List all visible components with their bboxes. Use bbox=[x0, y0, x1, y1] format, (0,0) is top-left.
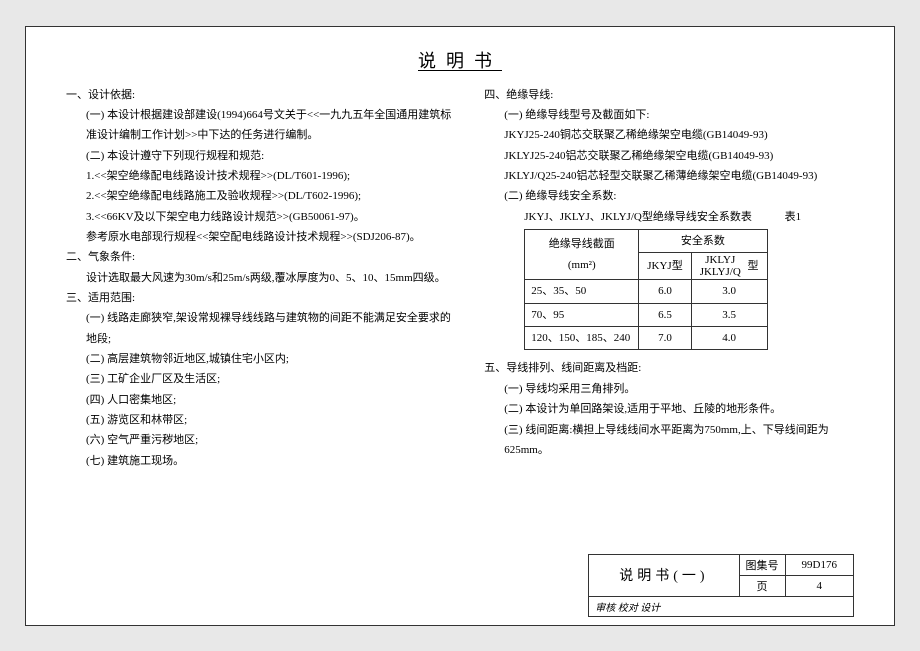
tb-page-label: 页 bbox=[739, 575, 785, 596]
s1-l2: 2.<<架空绝缘配电线路施工及验收规程>>(DL/T602-1996); bbox=[66, 186, 454, 206]
s4-p1: (一) 绝缘导线型号及截面如下: bbox=[484, 105, 854, 125]
table-row: 25、35、50 6.0 3.0 bbox=[525, 280, 767, 303]
th-section: 绝缘导线截面 (mm²) bbox=[525, 229, 639, 280]
tb-name: 说明书(一) bbox=[589, 554, 739, 596]
s3-p3: (三) 工矿企业厂区及生活区; bbox=[66, 369, 454, 389]
table-caption-text: JKYJ、JKLYJ、JKLYJ/Q型绝缘导线安全系数表 bbox=[524, 211, 752, 223]
s1-l1: 1.<<架空绝缘配电线路设计技术规程>>(DL/T601-1996); bbox=[66, 166, 454, 186]
s1-p1: (一) 本设计根据建设部建设(1994)664号文关于<<一九九五年全国通用建筑… bbox=[66, 105, 454, 146]
table-header-row: 绝缘导线截面 (mm²) 安全系数 bbox=[525, 229, 767, 252]
cell-section: 25、35、50 bbox=[525, 280, 639, 303]
section-5-heading: 五、导线排列、线间距离及档距: bbox=[484, 358, 854, 378]
s1-ref: 参考原水电部现行规程<<架空配电线路设计技术规程>>(SDJ206-87)。 bbox=[66, 227, 454, 247]
section-1-heading: 一、设计依据: bbox=[66, 85, 454, 105]
cell-jkyj: 6.0 bbox=[639, 280, 691, 303]
s5-p3: (三) 线间距离:横担上导线线间水平距离为750mm,上、下导线间距为625mm… bbox=[484, 420, 854, 461]
left-column: 一、设计依据: (一) 本设计根据建设部建设(1994)664号文关于<<一九九… bbox=[66, 85, 454, 472]
table-row: 70、95 6.5 3.5 bbox=[525, 303, 767, 326]
tb-signoff: 审核 校对 设计 bbox=[589, 596, 854, 616]
page-title: 说明书 bbox=[66, 47, 854, 73]
cell-section: 120、150、185、240 bbox=[525, 327, 639, 350]
cell-jklyj: 3.0 bbox=[691, 280, 767, 303]
table-caption: JKYJ、JKLYJ、JKLYJ/Q型绝缘导线安全系数表 表1 bbox=[524, 207, 854, 227]
s4-p2: (二) 绝缘导线安全系数: bbox=[484, 186, 854, 206]
title-block: 说明书(一) 图集号 99D176 页 4 审核 校对 设计 bbox=[588, 554, 854, 617]
s3-p4: (四) 人口密集地区; bbox=[66, 390, 454, 410]
table-number: 表1 bbox=[785, 211, 802, 223]
right-column: 四、绝缘导线: (一) 绝缘导线型号及截面如下: JKYJ25-240铜芯交联聚… bbox=[484, 85, 854, 472]
s4-l2: JKLYJ25-240铝芯交联聚乙稀绝缘架空电缆(GB14049-93) bbox=[484, 146, 854, 166]
table-row: 120、150、185、240 7.0 4.0 bbox=[525, 327, 767, 350]
section-4-heading: 四、绝缘导线: bbox=[484, 85, 854, 105]
tb-album-value: 99D176 bbox=[785, 554, 853, 575]
th-safety: 安全系数 bbox=[639, 229, 767, 252]
s1-l3: 3.<<66KV及以下架空电力线路设计规范>>(GB50061-97)。 bbox=[66, 207, 454, 227]
cell-jkyj: 7.0 bbox=[639, 327, 691, 350]
document-page: 说明书 一、设计依据: (一) 本设计根据建设部建设(1994)664号文关于<… bbox=[25, 26, 895, 626]
section-2-heading: 二、气象条件: bbox=[66, 247, 454, 267]
s5-p1: (一) 导线均采用三角排列。 bbox=[484, 379, 854, 399]
s2-p1: 设计选取最大风速为30m/s和25m/s两级,覆冰厚度为0、5、10、15mm四… bbox=[66, 268, 454, 288]
s3-p6: (六) 空气严重污秽地区; bbox=[66, 430, 454, 450]
cell-jklyj: 4.0 bbox=[691, 327, 767, 350]
content-columns: 一、设计依据: (一) 本设计根据建设部建设(1994)664号文关于<<一九九… bbox=[66, 85, 854, 472]
s5-p2: (二) 本设计为单回路架设,适用于平地、丘陵的地形条件。 bbox=[484, 399, 854, 419]
cell-jkyj: 6.5 bbox=[639, 303, 691, 326]
tb-page-value: 4 bbox=[785, 575, 853, 596]
safety-factor-table: 绝缘导线截面 (mm²) 安全系数 JKYJ型 JKLYJ JKLYJ/Q 型 bbox=[524, 229, 767, 351]
cell-jklyj: 3.5 bbox=[691, 303, 767, 326]
s4-l1: JKYJ25-240铜芯交联聚乙稀绝缘架空电缆(GB14049-93) bbox=[484, 125, 854, 145]
cell-section: 70、95 bbox=[525, 303, 639, 326]
s3-p2: (二) 高层建筑物邻近地区,城镇住宅小区内; bbox=[66, 349, 454, 369]
s1-p2: (二) 本设计遵守下列现行规程和规范: bbox=[66, 146, 454, 166]
s3-p7: (七) 建筑施工现场。 bbox=[66, 451, 454, 471]
s4-l3: JKLYJ/Q25-240铝芯轻型交联聚乙稀薄绝缘架空电缆(GB14049-93… bbox=[484, 166, 854, 186]
th-jkyj: JKYJ型 bbox=[639, 253, 691, 280]
th-jklyj: JKLYJ JKLYJ/Q 型 bbox=[691, 253, 767, 280]
section-3-heading: 三、适用范围: bbox=[66, 288, 454, 308]
s3-p5: (五) 游览区和林带区; bbox=[66, 410, 454, 430]
tb-album-label: 图集号 bbox=[739, 554, 785, 575]
s3-p1: (一) 线路走廊狭窄,架设常规裸导线线路与建筑物的间距不能满足安全要求的地段; bbox=[66, 308, 454, 349]
